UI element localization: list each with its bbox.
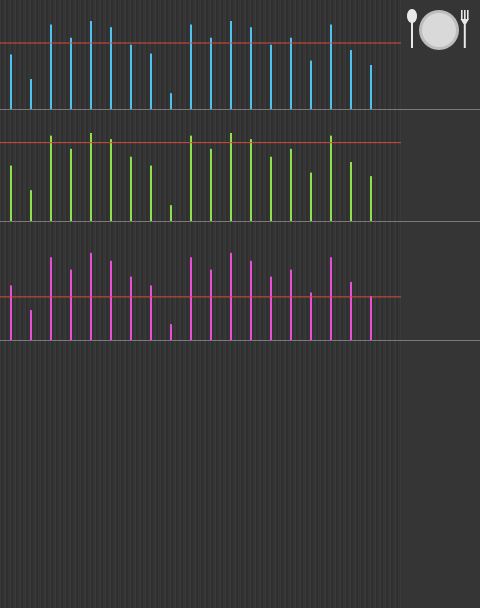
- bar: [10, 165, 12, 221]
- bar: [110, 139, 112, 221]
- bar: [50, 135, 52, 221]
- bar: [10, 54, 12, 109]
- bar: [290, 148, 292, 221]
- bar: [310, 172, 312, 221]
- bar: [30, 79, 32, 109]
- bar: [330, 135, 332, 221]
- bar: [190, 135, 192, 221]
- bar-chart-2: [0, 133, 480, 222]
- bar: [370, 65, 372, 109]
- bar: [270, 276, 272, 340]
- bar: [290, 269, 292, 340]
- bar: [70, 148, 72, 221]
- bar: [350, 50, 352, 109]
- bar: [150, 165, 152, 221]
- bar: [150, 53, 152, 109]
- bar: [130, 44, 132, 110]
- bar-chart-3: [0, 252, 480, 341]
- bar: [230, 21, 232, 109]
- bar: [330, 24, 332, 109]
- bar: [170, 93, 172, 109]
- bar: [170, 324, 172, 340]
- bar: [90, 133, 92, 221]
- bar: [270, 44, 272, 110]
- bar: [10, 285, 12, 340]
- bar: [330, 257, 332, 340]
- bar: [250, 139, 252, 221]
- bar: [370, 176, 372, 221]
- bar: [110, 27, 112, 109]
- bar: [190, 257, 192, 340]
- bar: [270, 156, 272, 221]
- bar: [190, 24, 192, 109]
- bar: [170, 205, 172, 221]
- bar: [250, 260, 252, 340]
- bar: [70, 269, 72, 340]
- bar: [310, 60, 312, 109]
- bar: [130, 276, 132, 340]
- bar: [210, 269, 212, 340]
- bar: [110, 260, 112, 340]
- bar-chart-1: [0, 21, 480, 110]
- bar: [130, 156, 132, 221]
- bar: [50, 24, 52, 109]
- bar: [210, 148, 212, 221]
- bar: [310, 292, 312, 340]
- bar: [70, 37, 72, 109]
- meal-plate-spoon-fork-icon[interactable]: [404, 6, 476, 54]
- bar: [230, 133, 232, 221]
- chart-background: [0, 0, 401, 608]
- bar: [50, 257, 52, 340]
- sidebar: [401, 0, 480, 608]
- bar: [90, 21, 92, 109]
- bar: [350, 281, 352, 340]
- bar: [150, 285, 152, 340]
- bar: [30, 310, 32, 340]
- bar: [30, 190, 32, 221]
- bar: [250, 27, 252, 109]
- bar: [370, 296, 372, 340]
- bar: [210, 37, 212, 109]
- bar: [290, 37, 292, 109]
- bar: [350, 162, 352, 221]
